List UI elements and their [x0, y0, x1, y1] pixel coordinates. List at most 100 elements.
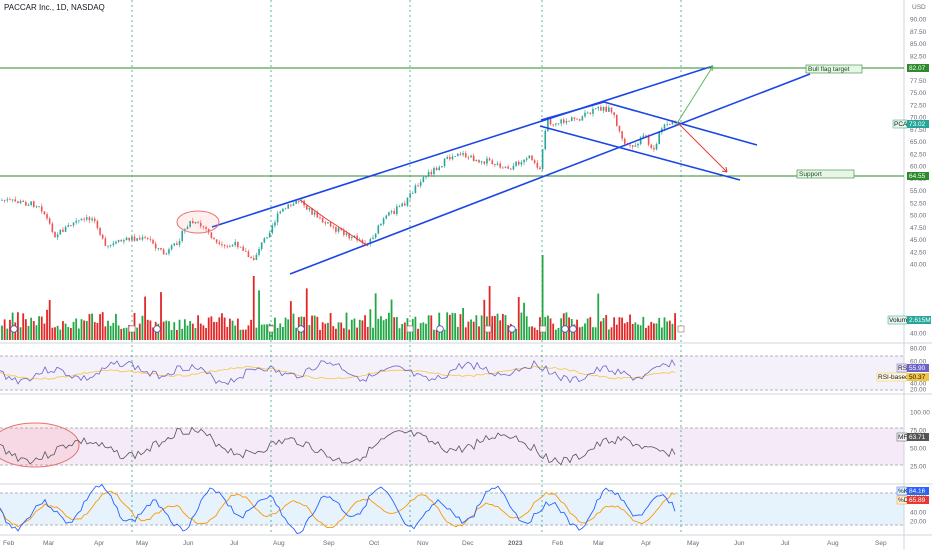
candle-body: [499, 163, 501, 168]
candle-body: [173, 243, 176, 246]
dividend-icon[interactable]: [508, 325, 516, 333]
price-tick: 87.50: [910, 29, 927, 36]
earnings-icon[interactable]: [677, 325, 685, 333]
earnings-icon[interactable]: [539, 325, 547, 333]
price-tick: 72.50: [910, 102, 927, 109]
bull-flag-label-box[interactable]: [805, 64, 863, 74]
volume-bar: [292, 313, 295, 340]
volume-bar: [162, 321, 165, 340]
dividend-icon[interactable]: [569, 325, 577, 333]
volume-bar: [478, 326, 480, 340]
volume-bar: [226, 326, 229, 340]
volume-bar: [144, 296, 146, 340]
volume-bar: [380, 316, 382, 340]
earnings-icon[interactable]: [484, 325, 492, 333]
volume-bar: [350, 319, 353, 340]
candle-body: [449, 157, 451, 160]
candle-body: [528, 155, 531, 159]
volume-bar: [231, 320, 234, 340]
candle-body: [260, 242, 263, 250]
volume-bar: [260, 324, 263, 340]
price-axis[interactable]: 90.0087.5085.0082.5080.0077.5075.0072.50…: [910, 17, 927, 269]
k-value-badge: [907, 487, 929, 495]
mf-label-text: MF: [898, 434, 907, 441]
candle-body: [472, 155, 475, 162]
dividend-icon[interactable]: [561, 325, 569, 333]
volume-bar: [425, 323, 427, 340]
dividend-icon[interactable]: [297, 325, 305, 333]
volume-bar: [390, 299, 393, 340]
candle-body: [237, 241, 239, 248]
candle-body: [594, 108, 597, 110]
symbol-title: PACCAR Inc., 1D, NASDAQ: [4, 3, 105, 12]
volume-bar: [464, 327, 467, 340]
volume-bar: [549, 318, 552, 340]
earnings-icon[interactable]: [406, 325, 414, 333]
candle-body: [80, 218, 83, 221]
indicator-axes[interactable]: 40.0080.0060.0040.0020.00100.0075.0050.0…: [910, 331, 930, 526]
volume-bar: [364, 315, 366, 340]
candle-body: [414, 185, 417, 194]
candle-body: [369, 239, 372, 244]
rsi-value-badge: [907, 364, 929, 372]
candle-body: [311, 207, 313, 215]
volume-bar: [666, 321, 669, 340]
session-markers: [131, 0, 682, 535]
volume-bar: [93, 322, 96, 340]
candle-body: [239, 246, 242, 248]
candle-body: [462, 153, 464, 155]
mfi-tick: 25.00: [910, 464, 927, 471]
dividend-icon[interactable]: [10, 325, 18, 333]
volume-bar: [560, 318, 563, 340]
price-tick: 62.50: [910, 151, 927, 158]
symbol-tag-text: PCAR: [894, 121, 912, 128]
volume-bar: [613, 317, 616, 340]
candle-body: [62, 229, 64, 232]
price-tick: 77.50: [910, 78, 927, 85]
volume-bar: [234, 325, 237, 340]
volume-bar: [176, 329, 178, 340]
candle-body: [419, 182, 422, 186]
volume-bar: [70, 328, 72, 340]
candle-body: [144, 237, 146, 239]
candle-body: [109, 245, 112, 246]
earnings-icon[interactable]: [267, 325, 275, 333]
bear-projection-arrow[interactable]: [677, 122, 728, 173]
candle-body: [107, 245, 109, 247]
candle-body: [592, 108, 594, 114]
mf-value-text: 63.71: [909, 434, 926, 441]
support-label-box[interactable]: [796, 169, 855, 179]
candle-body: [576, 118, 578, 120]
volume-bar: [258, 290, 260, 340]
candle-body: [295, 200, 297, 204]
volume-bar: [403, 322, 406, 340]
time-axis[interactable]: Feb Mar Apr May Jun Jul Aug Sep Oct Nov Dec 2023 Feb…: [3, 540, 887, 547]
mfi-highlight-ellipse[interactable]: [0, 422, 80, 468]
volume-bar: [274, 317, 276, 340]
rsi-tick: 20.00: [910, 387, 927, 394]
volume-bar: [597, 293, 600, 340]
volume-bar: [483, 299, 486, 340]
highlight-ellipse[interactable]: [176, 210, 220, 234]
candle-body: [557, 123, 560, 125]
symbol-header[interactable]: PACCAR Inc., 1D, NASDAQ: [4, 3, 105, 12]
volume-bar: [32, 321, 35, 340]
dividend-icon[interactable]: [153, 325, 161, 333]
pullback-arrow[interactable]: [299, 199, 369, 247]
candle-body: [54, 231, 56, 238]
volume-bar: [618, 317, 621, 340]
bull-projection-arrow[interactable]: [675, 65, 714, 126]
volume-bar: [99, 314, 101, 340]
volume-bar: [626, 322, 629, 340]
candle-body: [549, 119, 552, 125]
candle-body: [64, 226, 67, 232]
event-markers[interactable]: [10, 325, 685, 333]
candle-body: [46, 214, 48, 219]
earnings-icon[interactable]: [128, 325, 136, 333]
rsi-ma-value-text: 50.37: [909, 374, 926, 381]
price-tick: 65.00: [910, 139, 927, 146]
dividend-icon[interactable]: [436, 325, 444, 333]
trend-channel[interactable]: [211, 65, 811, 275]
